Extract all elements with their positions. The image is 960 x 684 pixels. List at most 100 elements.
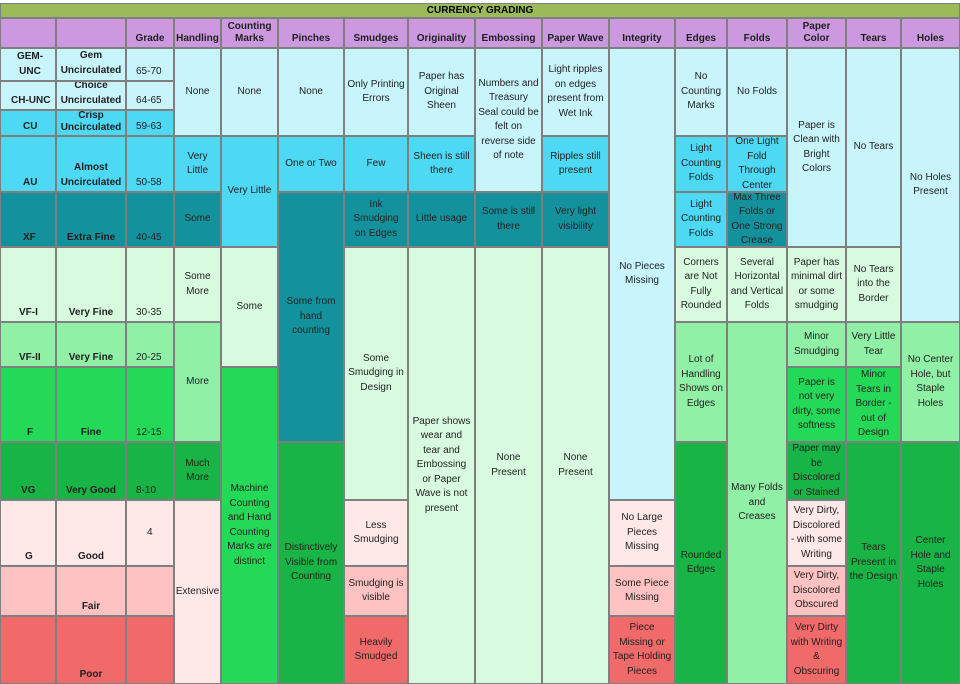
grade-desc-vf1: Very Fine [56, 247, 126, 322]
originality-cell: Paper shows wear and tear and Embossing … [408, 247, 475, 684]
header-folds: Folds [727, 18, 787, 48]
grade-desc-au: Almost Uncirculated [56, 136, 126, 192]
grade-range-cu: 59-63 [126, 110, 174, 136]
integrity-cell: No Pieces Missing [609, 48, 675, 500]
header-tears: Tears [846, 18, 901, 48]
holes-cell: No Holes Present [901, 48, 960, 322]
grade-desc-cu: Crisp Uncirculated [56, 110, 126, 136]
paper-color-cell: Very Dirty with Writing & Obscuring [787, 616, 846, 684]
grade-desc-ch-unc: Choice Uncirculated [56, 81, 126, 110]
paper-color-cell: Paper has minimal dirt or some smudging [787, 247, 846, 322]
edges-cell: Lot of Handling Shows on Edges [675, 322, 727, 442]
grade-range-poor [126, 616, 174, 684]
paper-wave-cell: Light ripples on edges present from Wet … [542, 48, 609, 136]
grade-desc-xf: Extra Fine [56, 192, 126, 247]
counting-marks-cell: None [221, 48, 278, 136]
grade-label-poor [0, 616, 56, 684]
smudges-cell: Ink Smudging on Edges [344, 192, 408, 247]
paper-color-cell: Paper may be Discolored or Stained [787, 442, 846, 500]
edges-cell: No Counting Marks [675, 48, 727, 136]
handling-cell: Extensive [174, 500, 221, 684]
pinches-cell: One or Two [278, 136, 344, 192]
smudges-cell: Some Smudging in Design [344, 247, 408, 500]
header-smudges: Smudges [344, 18, 408, 48]
embossing-cell: Some is still there [475, 192, 542, 247]
pinches-cell: None [278, 48, 344, 136]
grade-range-vg: 8-10 [126, 442, 174, 500]
header-pinches: Pinches [278, 18, 344, 48]
header-holes: Holes [901, 18, 960, 48]
header-blank-label [0, 18, 56, 48]
folds-cell: Max Three Folds or One Strong Crease [727, 192, 787, 247]
counting-marks-cell: Some [221, 247, 278, 367]
header-grade: Grade [126, 18, 174, 48]
handling-cell: None [174, 48, 221, 136]
originality-cell: Sheen is still there [408, 136, 475, 192]
tears-cell: Tears Present in the Design [846, 442, 901, 684]
folds-cell: Many Folds and Creases [727, 322, 787, 684]
paper-color-cell: Very Dirty, Discolored Obscured [787, 566, 846, 616]
paper-wave-cell: None Present [542, 247, 609, 684]
grade-desc-poor: Poor [56, 616, 126, 684]
smudges-cell: Less Smudging [344, 500, 408, 566]
header-edges: Edges [675, 18, 727, 48]
header-paper-color: Paper Color [787, 18, 846, 48]
embossing-cell: None Present [475, 247, 542, 684]
counting-marks-cell: Machine Counting and Hand Counting Marks… [221, 367, 278, 684]
grade-label-gem-unc: GEM-UNC [0, 48, 56, 81]
grade-range-ch-unc: 64-65 [126, 81, 174, 110]
grade-range-gem-unc: 65-70 [126, 48, 174, 81]
grade-range-f: 12-15 [126, 367, 174, 442]
grade-range-xf: 40-45 [126, 192, 174, 247]
grade-label-g: G [0, 500, 56, 566]
originality-cell: Little usage [408, 192, 475, 247]
holes-cell: No Center Hole, but Staple Holes [901, 322, 960, 442]
pinches-cell: Distinctively Visible from Counting [278, 442, 344, 684]
header-blank-desc [56, 18, 126, 48]
tears-cell: No Tears into the Border [846, 247, 901, 322]
header-paper-wave: Paper Wave [542, 18, 609, 48]
tears-cell: Minor Tears in Border - out of Design [846, 367, 901, 442]
grade-desc-vf2: Very Fine [56, 322, 126, 367]
edges-cell: Corners are Not Fully Rounded [675, 247, 727, 322]
holes-cell: Center Hole and Staple Holes [901, 442, 960, 684]
tears-cell: No Tears [846, 48, 901, 247]
grade-label-ch-unc: CH-UNC [0, 81, 56, 110]
paper-wave-cell: Very light visibility [542, 192, 609, 247]
embossing-cell: Numbers and Treasury Seal could be felt … [475, 48, 542, 192]
paper-wave-cell: Ripples still present [542, 136, 609, 192]
edges-cell: Light Counting Folds [675, 136, 727, 192]
header-integrity: Integrity [609, 18, 675, 48]
paper-color-cell: Minor Smudging [787, 322, 846, 367]
integrity-cell: Some Piece Missing [609, 566, 675, 616]
handling-cell: Very Little [174, 136, 221, 192]
grade-range-vf1: 30-35 [126, 247, 174, 322]
grade-label-fair [0, 566, 56, 616]
grade-label-au: AU [0, 136, 56, 192]
header-counting-marks: Counting Marks [221, 18, 278, 48]
paper-color-cell: Very Dirty, Discolored - with some Writi… [787, 500, 846, 566]
counting-marks-cell: Very Little [221, 136, 278, 247]
header-originality: Originality [408, 18, 475, 48]
header-handling: Handling [174, 18, 221, 48]
paper-color-cell: Paper is Clean with Bright Colors [787, 48, 846, 247]
handling-cell: Much More [174, 442, 221, 500]
edges-cell: Rounded Edges [675, 442, 727, 684]
grade-range-g: 4 [126, 500, 174, 566]
header-embossing: Embossing [475, 18, 542, 48]
grade-desc-f: Fine [56, 367, 126, 442]
smudges-cell: Only Printing Errors [344, 48, 408, 136]
grade-label-f: F [0, 367, 56, 442]
paper-color-cell: Paper is not very dirty, some softness [787, 367, 846, 442]
grade-range-au: 50-58 [126, 136, 174, 192]
tears-cell: Very Little Tear [846, 322, 901, 367]
smudges-cell: Smudging is visible [344, 566, 408, 616]
edges-cell: Light Counting Folds [675, 192, 727, 247]
grade-desc-gem-unc: Gem Uncirculated [56, 48, 126, 81]
grade-label-vg: VG [0, 442, 56, 500]
grade-range-fair [126, 566, 174, 616]
grade-desc-fair: Fair [56, 566, 126, 616]
grade-label-xf: XF [0, 192, 56, 247]
handling-cell: Some [174, 192, 221, 247]
